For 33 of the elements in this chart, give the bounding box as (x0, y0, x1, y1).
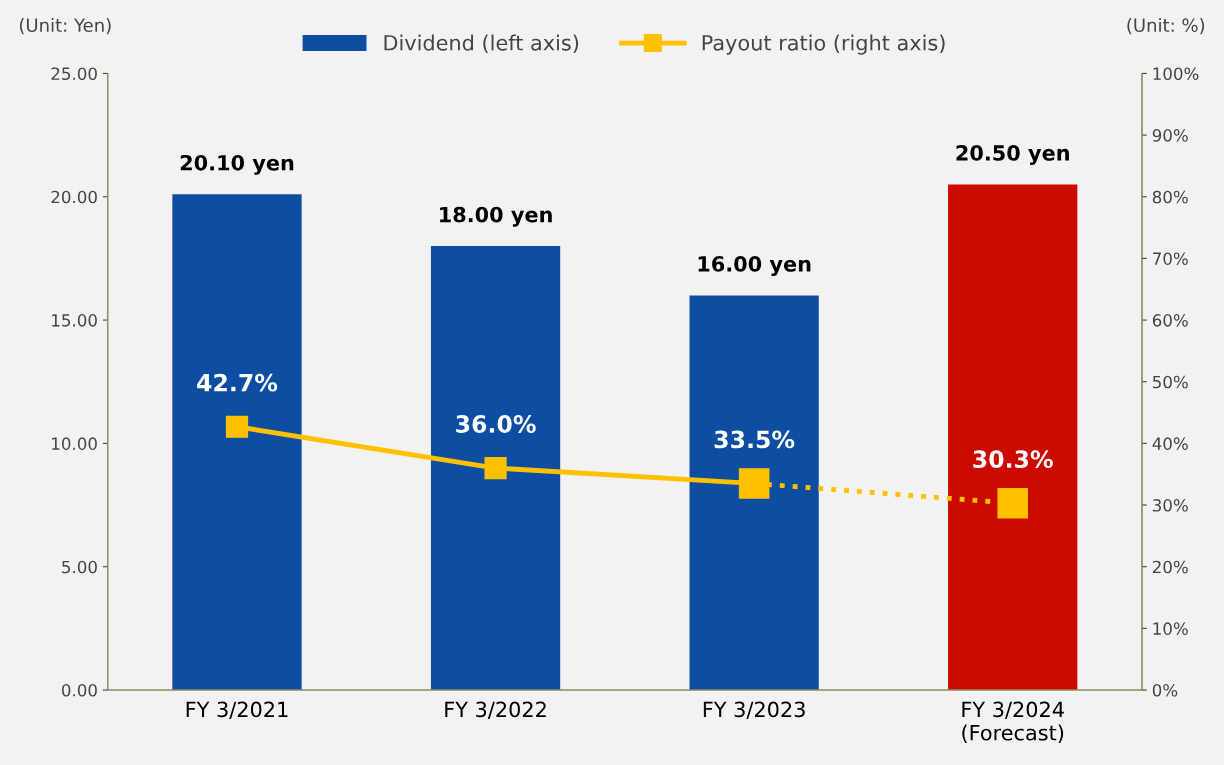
legend-label: Dividend (left axis) (384, 34, 579, 54)
data-label: 36.0% (456, 415, 536, 433)
y-tick-label: 0.00 (61, 683, 97, 697)
y2-tick-label: 50% (1153, 375, 1188, 389)
x-tick-label: FY 3/2021 (186, 701, 288, 719)
y2-tick-label: 0% (1152, 683, 1178, 697)
data-label: 16.00 yen (698, 256, 811, 276)
y2-tick-label: 40% (1152, 437, 1188, 450)
y2-tick-label: 90% (1152, 129, 1188, 142)
x-tick-label: FY 3/2024 (Forecast) (962, 701, 1064, 744)
y2-tick-label: 60% (1152, 314, 1188, 327)
x-tick-label: FY 3/2022 (445, 701, 546, 719)
y-tick-label: 25.00 (51, 67, 97, 81)
data-label: 20.50 yen (956, 145, 1069, 165)
data-label: 18.00 yen (440, 206, 552, 227)
y2-tick-label: 30% (1152, 499, 1188, 512)
text: (Unit: %) (1127, 18, 1205, 35)
y-tick-label: 5.00 (62, 560, 97, 574)
y2-tick-label: 20% (1152, 560, 1188, 574)
legend-label: Payout ratio (right axis) (702, 34, 945, 55)
y2-tick-label: 10% (1153, 622, 1188, 635)
y-tick-label: 20.00 (51, 190, 97, 204)
data-label: 33.5% (714, 430, 795, 449)
y-tick-label: 15.00 (52, 314, 97, 327)
text: (Unit: Yen) (19, 18, 111, 35)
y2-tick-label: 80% (1152, 190, 1188, 204)
y2-tick-label: 100% (1153, 67, 1199, 81)
y2-tick-label: 70% (1153, 252, 1188, 265)
data-label: 30.3% (973, 450, 1053, 469)
data-label: 42.7% (197, 373, 278, 392)
data-label: 20.10 yen (180, 154, 294, 175)
x-tick-label: FY 3/2023 (703, 701, 805, 719)
y-tick-label: 10.00 (52, 437, 97, 450)
